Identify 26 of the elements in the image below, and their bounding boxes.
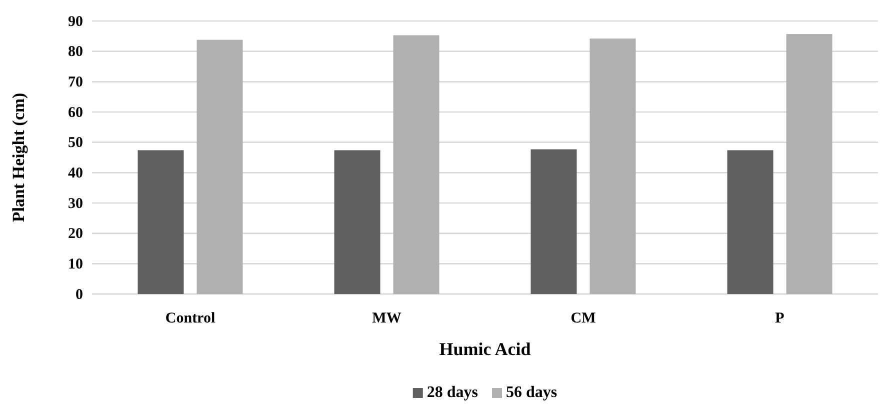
x-tick-label: P (775, 310, 784, 327)
legend-label: 28 days (426, 384, 478, 401)
bar (393, 35, 440, 294)
y-tick-label: 0 (76, 286, 83, 303)
y-tick-label: 90 (68, 14, 83, 30)
y-tick-label: 70 (68, 74, 83, 90)
bar (196, 40, 243, 294)
y-tick-label: 60 (68, 104, 83, 121)
bar (786, 34, 832, 294)
x-tick-label: MW (372, 310, 402, 327)
x-tick-label: Control (165, 310, 216, 327)
x-axis-title: Humic Acid (439, 339, 531, 359)
bar (590, 38, 636, 294)
y-tick-label: 80 (68, 44, 83, 60)
y-tick-label: 20 (68, 226, 83, 242)
bar (138, 150, 184, 294)
bar (727, 150, 774, 294)
y-tick-label: 30 (68, 196, 83, 212)
bar (334, 150, 380, 294)
bar (530, 149, 577, 294)
y-tick-label: 50 (68, 135, 83, 152)
y-tick-label: 40 (68, 165, 83, 182)
y-tick-label: 10 (68, 256, 83, 272)
y-axis-title: Plant Height (cm) (9, 92, 28, 222)
x-tick-label: CM (570, 310, 596, 327)
legend-label: 56 days (506, 384, 558, 401)
